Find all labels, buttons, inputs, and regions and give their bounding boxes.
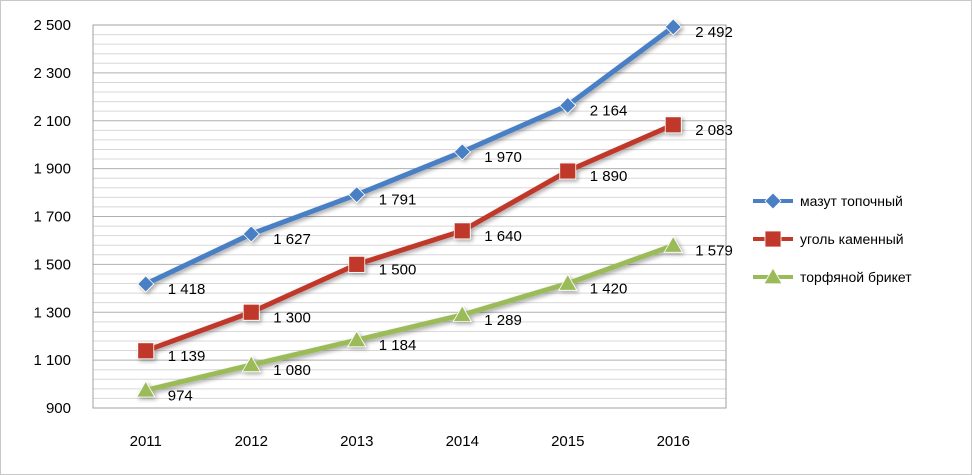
plot-area-frame (92, 24, 727, 409)
y-tick-label: 2 500 (33, 17, 71, 34)
legend: мазут топочный уголь каменный торфяной бри… (753, 192, 912, 285)
legend-item: уголь каменный (753, 230, 904, 248)
y-tick-label: 900 (46, 400, 71, 417)
y-tick-label: 2 300 (33, 65, 71, 82)
x-tick-label: 2014 (446, 433, 479, 450)
y-tick-label: 1 900 (33, 161, 71, 178)
x-tick-label: 2015 (551, 433, 584, 450)
point-marker-diamond (453, 143, 471, 161)
axes: 900 1 100 1 300 1 500 1 700 1 900 2 100 2 300 2 … (33, 17, 727, 450)
x-tick-label: 2012 (235, 433, 268, 450)
legend-label: уголь каменный (800, 231, 904, 247)
series-line (143, 24, 676, 287)
data-label: 1 579 (695, 242, 733, 259)
point-marker-square (137, 342, 155, 360)
point-marker-square (242, 303, 260, 321)
data-label: 1 139 (168, 348, 206, 365)
point-marker-triangle (558, 273, 578, 291)
point-marker-triangle (452, 305, 472, 323)
point-marker-diamond (559, 96, 577, 114)
data-label: 1 500 (379, 261, 417, 278)
x-tick-label: 2011 (130, 433, 162, 450)
legend-item: торфяной брикет (753, 267, 912, 285)
data-label: 1 627 (273, 231, 311, 248)
point-marker-diamond (348, 186, 366, 204)
x-tick-label: 2016 (657, 433, 690, 450)
data-labels: 1 418 1 627 1 791 1 970 2 164 2 492 1 139 1 300… (168, 24, 733, 404)
data-label: 1 420 (590, 281, 628, 298)
y-tick-label: 1 700 (33, 209, 71, 226)
series-line (143, 242, 676, 393)
point-marker-square (664, 116, 682, 134)
point-marker-diamond (664, 18, 682, 36)
series-1 (137, 116, 682, 360)
y-tick-label: 1 300 (33, 304, 71, 321)
y-tick-label: 2 100 (33, 113, 71, 130)
point-marker-triangle (663, 235, 683, 253)
data-label: 1 890 (590, 168, 628, 185)
series-2 (136, 235, 683, 398)
data-label: 1 418 (168, 281, 206, 298)
data-label: 1 300 (273, 309, 311, 326)
data-label: 1 970 (484, 149, 522, 166)
data-label: 2 083 (695, 122, 733, 139)
grid (93, 24, 726, 409)
series-line (143, 122, 676, 354)
data-label: 1 184 (379, 337, 417, 354)
point-marker-square (453, 222, 471, 240)
point-marker-triangle (136, 380, 156, 398)
point-marker-diamond (242, 225, 260, 243)
data-label: 1 791 (379, 192, 417, 209)
y-tick-label: 1 500 (33, 256, 71, 273)
data-label: 2 164 (590, 102, 628, 119)
point-marker-triangle (241, 355, 261, 373)
point-marker-triangle (763, 267, 783, 285)
series-0 (137, 18, 682, 293)
legend-label: мазут топочный (800, 193, 903, 209)
y-tick-label: 1 100 (33, 352, 71, 369)
legend-label: торфяной брикет (800, 269, 912, 285)
point-marker-square (348, 255, 366, 273)
x-tick-label: 2013 (340, 433, 373, 450)
legend-item: мазут топочный (753, 192, 903, 210)
data-label: 1 080 (273, 362, 311, 379)
series-group (136, 18, 683, 398)
data-label: 2 492 (695, 24, 733, 41)
point-marker-square (559, 162, 577, 180)
data-label: 1 640 (484, 228, 522, 245)
data-label: 974 (168, 387, 193, 404)
data-label: 1 289 (484, 312, 522, 329)
point-marker-triangle (347, 330, 367, 348)
point-marker-diamond (764, 192, 782, 210)
point-marker-square (764, 230, 782, 248)
point-marker-diamond (137, 275, 155, 293)
